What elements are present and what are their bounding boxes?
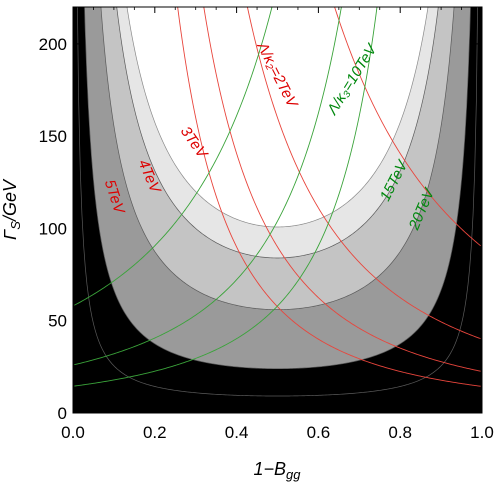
x-axis-title: 1−Bgg [254,459,302,482]
x-tick-label: 0.0 [61,423,85,442]
kappa3-curve-1 [74,7,342,366]
x-tick-label: 0.4 [225,423,249,442]
x-tick-label: 1.0 [470,423,494,442]
kappa3-curve-2 [74,7,378,387]
y-tick-label: 0 [58,404,67,423]
kappa2-curve-2 [203,7,481,372]
y-tick-label: 50 [48,312,67,331]
plot-area [73,7,482,413]
y-tick-label: 150 [39,127,67,146]
y-axis-title: ΓS/GeV [0,178,23,240]
y-tick-label: 100 [39,219,67,238]
x-tick-label: 0.6 [307,423,331,442]
x-tick-label: 0.2 [143,423,167,442]
y-tick-label: 200 [39,35,67,54]
kappa2-curve-1 [246,7,481,340]
kappa2-curve-3 [177,7,481,387]
ticks: 0.0 0.2 0.4 0.6 0.8 1.0 0 50 100 150 200 [39,7,494,442]
kappa3-curve-0 [74,7,273,306]
kappa2-curve-0 [334,7,481,247]
curves [74,7,481,387]
x-tick-label: 0.8 [388,423,412,442]
